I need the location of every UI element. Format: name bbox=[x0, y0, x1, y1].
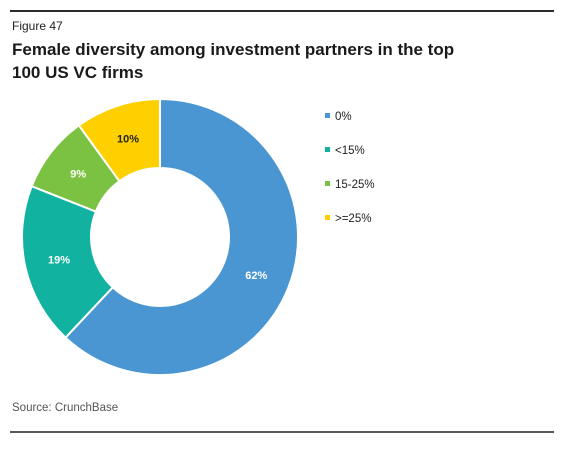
top-rule bbox=[10, 10, 554, 12]
donut-slice-0 bbox=[64, 97, 299, 376]
donut-slice-1 bbox=[21, 184, 115, 340]
legend-label-3: >=25% bbox=[335, 213, 371, 225]
slice-data-label-1: 19% bbox=[48, 255, 70, 267]
figure-label: Figure 47 bbox=[12, 19, 63, 33]
bottom-rule bbox=[10, 431, 554, 433]
legend-label-1: <15% bbox=[335, 145, 365, 157]
donut-slice-labels: 62% 19% 9% 10% bbox=[48, 134, 267, 283]
legend-swatch-3 bbox=[325, 215, 330, 220]
donut-slices bbox=[21, 97, 299, 376]
legend-label-2: 15-25% bbox=[335, 179, 375, 191]
chart-title: Female diversity among investment partne… bbox=[12, 40, 455, 82]
legend-label-0: 0% bbox=[335, 111, 352, 123]
slice-data-label-2: 9% bbox=[70, 169, 86, 181]
slice-data-label-0: 62% bbox=[245, 270, 267, 282]
source-note: Source: CrunchBase bbox=[12, 402, 119, 414]
legend-swatch-1 bbox=[325, 147, 330, 152]
donut-slice-3 bbox=[77, 97, 161, 183]
legend-swatch-2 bbox=[325, 181, 330, 186]
chart-legend: 0% <15% 15-25% >=25% bbox=[325, 111, 375, 225]
legend-swatch-0 bbox=[325, 113, 330, 118]
slice-data-label-3: 10% bbox=[117, 134, 139, 146]
